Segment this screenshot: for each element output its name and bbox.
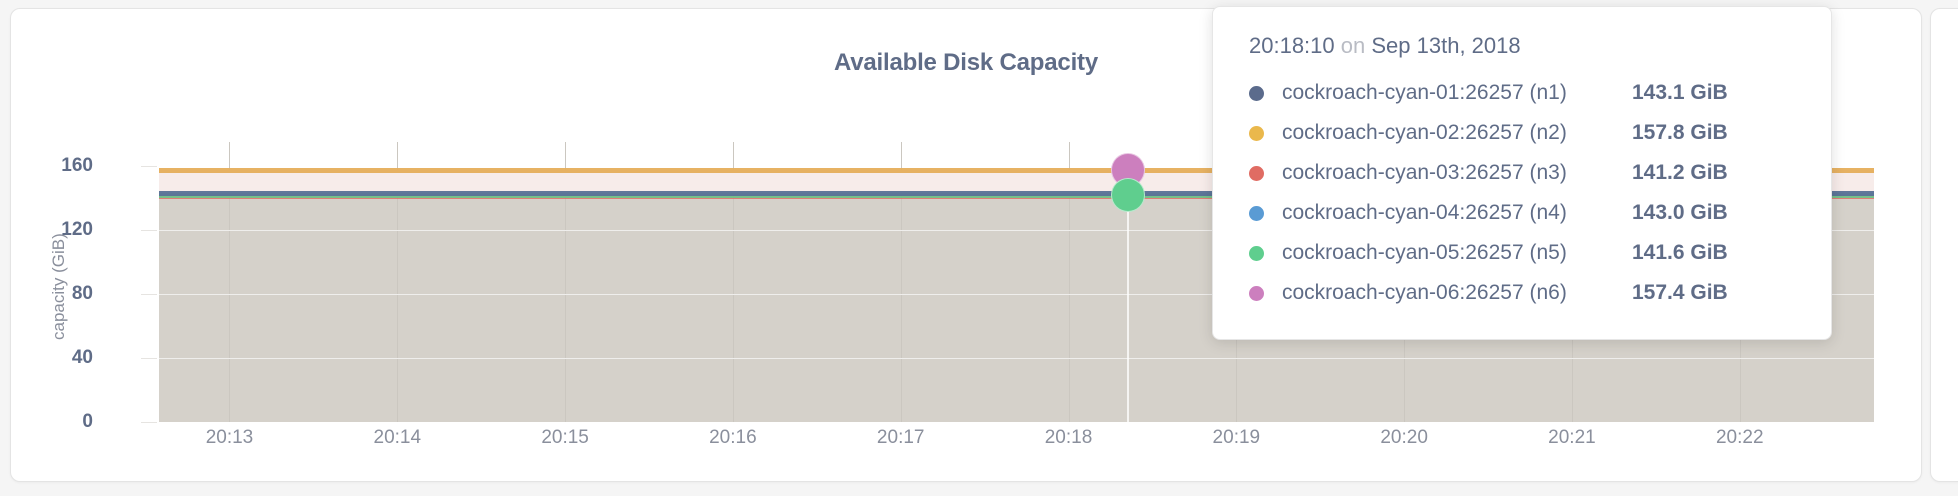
hover-cursor-line: [1126, 169, 1129, 422]
marker-lower: [1110, 178, 1145, 213]
series-color-dot: [1249, 245, 1264, 261]
series-color-dot: [1249, 205, 1264, 221]
x-tick-label: 20:16: [709, 427, 757, 448]
tooltip-series-value: 143.0 GiB: [1632, 201, 1728, 224]
series-color-dot: [1249, 85, 1264, 101]
y-tick-mark: [141, 230, 157, 231]
tooltip-series-value: 141.6 GiB: [1632, 241, 1728, 264]
vertical-gridline: [732, 142, 734, 422]
tooltip-series-label: cockroach-cyan-06:26257 (n6): [1282, 281, 1567, 304]
hover-tooltip: 20:18:10 on Sep 13th, 2018 cockroach-cya…: [1212, 6, 1832, 340]
y-tick-mark: [141, 166, 157, 167]
tooltip-series-label: cockroach-cyan-03:26257 (n3): [1282, 161, 1567, 184]
tooltip-time: 20:18:10: [1249, 33, 1335, 58]
x-tick-label: 20:18: [1044, 427, 1093, 448]
y-tick-mark: [141, 422, 157, 423]
tooltip-series-label: cockroach-cyan-05:26257 (n5): [1282, 241, 1567, 264]
horizontal-gridline: [159, 230, 1874, 231]
x-tick-label: 20:19: [1212, 427, 1261, 448]
vertical-gridline: [900, 142, 902, 422]
y-tick-mark: [141, 294, 157, 295]
tooltip-series-list: cockroach-cyan-01:26257 (n1) 143.1 GiB coc…: [1249, 73, 1797, 313]
y-tick-label: 0: [82, 411, 93, 432]
vertical-gridline: [229, 142, 231, 422]
x-tick-label: 20:13: [205, 427, 254, 448]
tooltip-series-value: 141.2 GiB: [1632, 161, 1728, 184]
tooltip-date: Sep 13th, 2018: [1371, 33, 1521, 58]
vertical-gridline: [1068, 142, 1070, 422]
series-line-n1: [159, 191, 1874, 197]
y-tick-label: 40: [71, 347, 93, 368]
x-tick-label: 20:22: [1715, 427, 1764, 448]
x-tick-label: 20:21: [1548, 427, 1596, 448]
horizontal-gridline: [159, 294, 1874, 295]
vertical-gridline: [397, 142, 399, 422]
x-tick-label: 20:14: [373, 427, 422, 448]
tooltip-series-value: 157.4 GiB: [1632, 281, 1728, 304]
x-tick-label: 20:20: [1380, 427, 1428, 448]
horizontal-gridline: [159, 358, 1874, 359]
vertical-gridline: [565, 142, 567, 422]
tooltip-row: cockroach-cyan-06:26257 (n6) 157.4 GiB: [1249, 273, 1797, 313]
tooltip-row: cockroach-cyan-04:26257 (n4) 143.0 GiB: [1249, 193, 1797, 233]
tooltip-series-value: 143.1 GiB: [1632, 81, 1728, 104]
tooltip-connector: on: [1340, 33, 1366, 58]
tooltip-series-value: 157.8 GiB: [1632, 121, 1728, 144]
y-tick-label: 120: [61, 219, 93, 240]
y-tick-label: 160: [61, 155, 93, 176]
series-color-dot: [1249, 125, 1264, 141]
chart-title: Available Disk Capacity: [834, 49, 1098, 76]
y-tick-mark: [141, 358, 157, 359]
series-color-dot: [1249, 165, 1264, 181]
tooltip-timestamp: 20:18:10 on Sep 13th, 2018: [1249, 33, 1797, 59]
tooltip-row: cockroach-cyan-02:26257 (n2) 157.8 GiB: [1249, 113, 1797, 153]
series-line-n2: [159, 167, 1874, 173]
tooltip-series-label: cockroach-cyan-01:26257 (n1): [1282, 81, 1567, 104]
series-color-dot: [1249, 285, 1264, 301]
tooltip-row: cockroach-cyan-05:26257 (n5) 141.6 GiB: [1249, 233, 1797, 273]
tooltip-row: cockroach-cyan-01:26257 (n1) 143.1 GiB: [1249, 73, 1797, 113]
next-chart-card: [1930, 8, 1958, 482]
x-tick-label: 20:17: [876, 427, 925, 448]
x-tick-label: 20:15: [541, 427, 589, 448]
tooltip-series-label: cockroach-cyan-02:26257 (n2): [1282, 121, 1567, 144]
y-tick-label: 80: [71, 283, 93, 304]
tooltip-row: cockroach-cyan-03:26257 (n3) 141.2 GiB: [1249, 153, 1797, 193]
tooltip-series-label: cockroach-cyan-04:26257 (n4): [1282, 201, 1567, 224]
